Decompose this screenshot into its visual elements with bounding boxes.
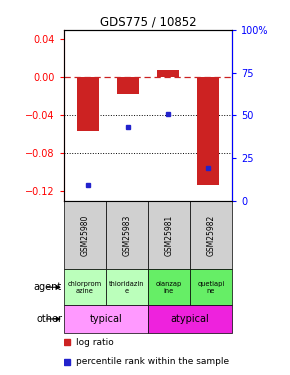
Bar: [190, 269, 232, 305]
Text: log ratio: log ratio: [76, 338, 113, 347]
Bar: [77, 77, 99, 131]
Text: olanzap
ine: olanzap ine: [156, 281, 182, 294]
Title: GDS775 / 10852: GDS775 / 10852: [99, 16, 196, 29]
Text: percentile rank within the sample: percentile rank within the sample: [76, 357, 229, 366]
Text: atypical: atypical: [171, 314, 209, 324]
Text: thioridazin
e: thioridazin e: [109, 281, 145, 294]
Bar: [197, 77, 219, 184]
Text: quetiapi
ne: quetiapi ne: [197, 281, 224, 294]
Text: GSM25983: GSM25983: [122, 214, 131, 256]
Bar: [106, 201, 148, 269]
Bar: [148, 305, 232, 333]
Text: GSM25981: GSM25981: [164, 214, 173, 256]
Bar: [64, 269, 106, 305]
Text: GSM25982: GSM25982: [206, 214, 215, 256]
Text: chlorprom
azine: chlorprom azine: [68, 281, 102, 294]
Text: agent: agent: [34, 282, 62, 292]
Bar: [190, 201, 232, 269]
Text: typical: typical: [90, 314, 122, 324]
Text: other: other: [36, 314, 62, 324]
Bar: [117, 77, 139, 94]
Bar: [148, 269, 190, 305]
Bar: [148, 201, 190, 269]
Bar: [106, 269, 148, 305]
Bar: [64, 201, 106, 269]
Bar: [64, 305, 148, 333]
Text: GSM25980: GSM25980: [80, 214, 89, 256]
Bar: [157, 70, 179, 77]
